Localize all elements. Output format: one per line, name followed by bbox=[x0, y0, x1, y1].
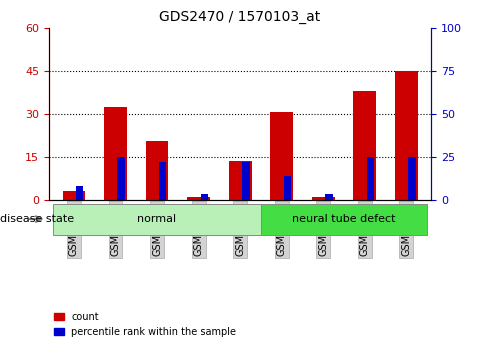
Bar bbox=[118, 157, 125, 200]
Bar bbox=[200, 194, 208, 200]
Bar bbox=[63, 191, 85, 200]
Bar bbox=[53, 204, 261, 235]
Title: GDS2470 / 1570103_at: GDS2470 / 1570103_at bbox=[159, 10, 321, 24]
Bar bbox=[104, 107, 127, 200]
Bar bbox=[284, 176, 291, 200]
Bar bbox=[229, 161, 251, 200]
Bar bbox=[187, 197, 210, 200]
Text: neural tube defect: neural tube defect bbox=[292, 214, 396, 224]
Bar bbox=[353, 91, 376, 200]
Bar bbox=[312, 197, 335, 200]
Bar bbox=[325, 194, 333, 200]
Text: normal: normal bbox=[138, 214, 176, 224]
Bar bbox=[146, 141, 169, 200]
Bar bbox=[270, 112, 293, 200]
Bar bbox=[367, 157, 374, 200]
Bar bbox=[159, 162, 167, 200]
Bar bbox=[242, 162, 249, 200]
Bar bbox=[261, 204, 427, 235]
Text: disease state: disease state bbox=[0, 214, 74, 224]
Bar bbox=[395, 71, 417, 200]
Bar bbox=[76, 186, 83, 200]
Legend: count, percentile rank within the sample: count, percentile rank within the sample bbox=[54, 312, 236, 337]
Bar bbox=[408, 157, 416, 200]
